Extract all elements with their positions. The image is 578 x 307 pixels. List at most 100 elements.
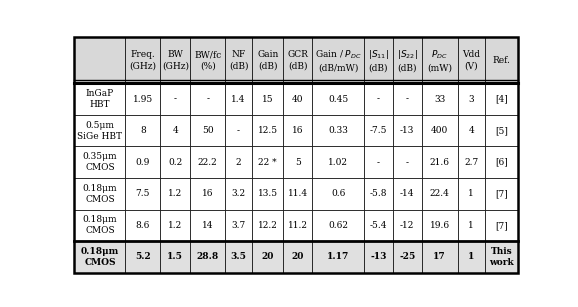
Text: BW/fc
(%): BW/fc (%)	[194, 50, 221, 70]
Bar	[160, 178, 190, 210]
Text: 5.2: 5.2	[135, 252, 151, 262]
Text: 1: 1	[468, 221, 474, 230]
Text: [6]: [6]	[495, 158, 507, 167]
Bar	[252, 83, 283, 115]
Text: InGaP
HBT: InGaP HBT	[86, 89, 114, 109]
Text: 1.5: 1.5	[168, 252, 183, 262]
Text: -14: -14	[400, 189, 414, 198]
Bar	[393, 178, 421, 210]
Text: -13: -13	[370, 252, 387, 262]
Text: 0.33: 0.33	[328, 126, 348, 135]
Bar	[225, 210, 252, 241]
Text: 14: 14	[202, 221, 213, 230]
Text: NF
(dB): NF (dB)	[229, 50, 249, 70]
Bar	[252, 115, 283, 146]
Bar	[190, 37, 225, 83]
Text: $|S_{11}|$
(dB): $|S_{11}|$ (dB)	[368, 48, 389, 72]
Text: 1.2: 1.2	[168, 221, 183, 230]
Bar	[190, 115, 225, 146]
Text: $|S_{22}|$
(dB): $|S_{22}|$ (dB)	[397, 48, 418, 72]
Text: 33: 33	[434, 95, 445, 103]
Bar	[225, 115, 252, 146]
Bar	[160, 37, 190, 83]
Bar	[283, 83, 312, 115]
Bar	[393, 115, 421, 146]
Text: Vdd
(V): Vdd (V)	[462, 50, 480, 70]
Bar	[421, 146, 458, 178]
Bar	[283, 37, 312, 83]
Text: 17: 17	[434, 252, 446, 262]
Text: 11.4: 11.4	[288, 189, 308, 198]
Bar	[484, 115, 518, 146]
Text: 0.62: 0.62	[328, 221, 348, 230]
Bar	[283, 115, 312, 146]
Text: [7]: [7]	[495, 189, 507, 198]
Text: Gain / $P_{DC}$
(dB/mW): Gain / $P_{DC}$ (dB/mW)	[315, 49, 361, 72]
Text: 0.5μm
SiGe HBT: 0.5μm SiGe HBT	[77, 121, 123, 141]
Text: -: -	[206, 95, 209, 103]
Text: -: -	[406, 158, 409, 167]
Text: 22.2: 22.2	[198, 158, 217, 167]
Text: 50: 50	[202, 126, 213, 135]
Bar	[458, 210, 484, 241]
Text: 20: 20	[292, 252, 304, 262]
Text: 12.2: 12.2	[258, 221, 277, 230]
Bar	[225, 146, 252, 178]
Bar	[125, 115, 160, 146]
Bar	[421, 210, 458, 241]
Text: [7]: [7]	[495, 221, 507, 230]
Bar	[484, 178, 518, 210]
Text: 1: 1	[468, 252, 475, 262]
Bar	[283, 146, 312, 178]
Bar	[484, 37, 518, 83]
Text: 21.6: 21.6	[429, 158, 450, 167]
Bar	[252, 37, 283, 83]
Text: 0.18μm
CMOS: 0.18μm CMOS	[83, 215, 117, 235]
Text: -5.4: -5.4	[370, 221, 387, 230]
Text: 20: 20	[261, 252, 274, 262]
Bar	[190, 241, 225, 273]
Text: 1.2: 1.2	[168, 189, 183, 198]
Bar	[393, 37, 421, 83]
Text: 40: 40	[292, 95, 303, 103]
Bar	[252, 178, 283, 210]
Text: -12: -12	[400, 221, 414, 230]
Bar	[160, 146, 190, 178]
Bar	[364, 83, 393, 115]
Text: -13: -13	[400, 126, 414, 135]
Text: [4]: [4]	[495, 95, 507, 103]
Text: -: -	[237, 126, 240, 135]
Bar	[252, 210, 283, 241]
Text: -: -	[406, 95, 409, 103]
Text: 0.9: 0.9	[136, 158, 150, 167]
Bar	[160, 210, 190, 241]
Text: 7.5: 7.5	[136, 189, 150, 198]
Text: 0.35μm
CMOS: 0.35μm CMOS	[83, 152, 117, 172]
Bar	[458, 115, 484, 146]
Text: 22 *: 22 *	[258, 158, 277, 167]
Bar	[125, 37, 160, 83]
Bar	[125, 83, 160, 115]
Text: 8: 8	[140, 126, 146, 135]
Text: 1: 1	[468, 189, 474, 198]
Bar	[421, 178, 458, 210]
Text: 1.4: 1.4	[231, 95, 246, 103]
Bar	[190, 210, 225, 241]
Text: 5: 5	[295, 158, 301, 167]
Text: BW
(GHz): BW (GHz)	[162, 50, 189, 70]
Text: Ref.: Ref.	[492, 56, 510, 65]
Bar	[421, 115, 458, 146]
Bar	[364, 241, 393, 273]
Bar	[364, 146, 393, 178]
Bar	[190, 146, 225, 178]
Bar	[458, 241, 484, 273]
Text: This
work: This work	[489, 247, 514, 267]
Bar	[458, 146, 484, 178]
Text: 2.7: 2.7	[464, 158, 478, 167]
Bar	[160, 241, 190, 273]
Bar	[393, 241, 421, 273]
Bar	[225, 37, 252, 83]
Bar	[458, 83, 484, 115]
Bar	[190, 83, 225, 115]
Text: 8.6: 8.6	[136, 221, 150, 230]
